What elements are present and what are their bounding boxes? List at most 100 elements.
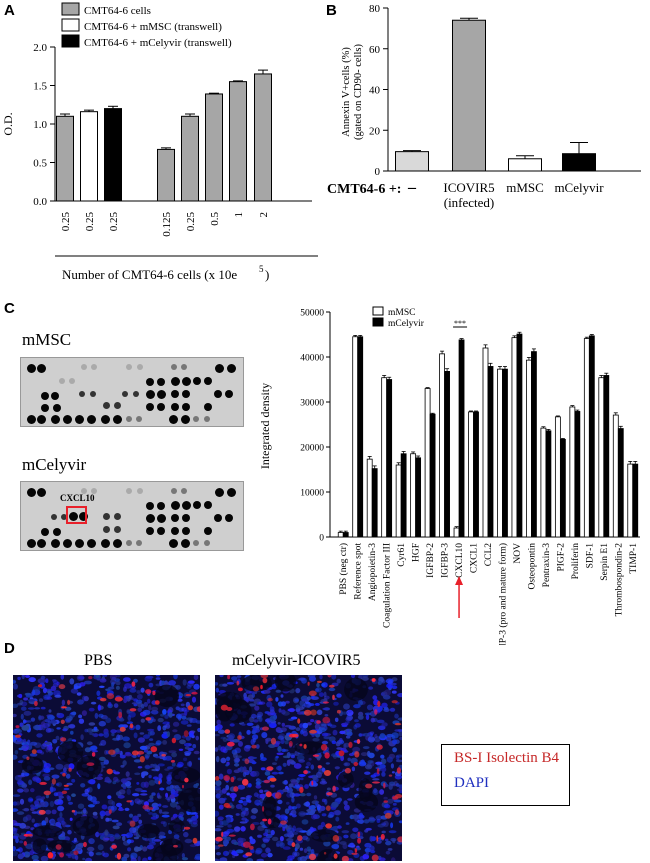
blot-spot bbox=[87, 415, 96, 424]
x-tick-label-a: 0.25 bbox=[60, 212, 72, 232]
x-tick-label-a: 0.25 bbox=[108, 212, 120, 232]
chart-panel-b: 0 20 40 60 80 Annexin V+cells (%) (gated on CD… bbox=[327, 3, 641, 210]
blot-spot bbox=[122, 391, 128, 397]
blot-spot bbox=[215, 364, 224, 373]
blot-spot bbox=[171, 527, 179, 535]
row-label-b: CMT64-6 +: bbox=[327, 182, 401, 197]
bar-c-mCelyvir bbox=[603, 375, 610, 538]
x-tick-label-c: Proliferin bbox=[570, 543, 581, 580]
blot-spot bbox=[157, 378, 165, 386]
x-tick-label-c: IGFBP-3 bbox=[441, 543, 451, 578]
bar-c-mCelyvir bbox=[617, 428, 624, 538]
bar-c-mCelyvir bbox=[516, 333, 523, 538]
bar-c-mCelyvir bbox=[458, 339, 465, 538]
blot-spot bbox=[59, 378, 65, 384]
y-tick-label-c: 50000 bbox=[300, 309, 324, 319]
blot-spot bbox=[103, 513, 110, 520]
blot-spot bbox=[157, 514, 166, 523]
blot-spot bbox=[193, 540, 199, 546]
x-tick-label-c: Osteopontin bbox=[527, 543, 537, 590]
bar-c-mMSC bbox=[497, 368, 503, 538]
blot-spot bbox=[79, 512, 88, 521]
bar-b bbox=[395, 151, 429, 172]
y-tick-label-a: 0.5 bbox=[33, 158, 47, 170]
y-tick-label-b: 80 bbox=[369, 3, 381, 15]
blot-label-mcelyvir: mCelyvir bbox=[22, 455, 87, 474]
blot-spot bbox=[214, 514, 222, 522]
blot-spot bbox=[137, 364, 143, 370]
blot-spot bbox=[41, 404, 49, 412]
bar-c-mCelyvir bbox=[588, 335, 595, 538]
blot-spot bbox=[51, 514, 57, 520]
blot-spot bbox=[91, 364, 97, 370]
blot-spot bbox=[81, 364, 87, 370]
microscopy-image-pbs bbox=[13, 675, 200, 861]
blot-spot bbox=[37, 415, 46, 424]
blot-spot bbox=[169, 415, 178, 424]
blot-spot bbox=[126, 488, 132, 494]
bar-a bbox=[229, 81, 247, 202]
bar-c-mCelyvir bbox=[632, 463, 639, 538]
blot-spot bbox=[75, 415, 84, 424]
blot-spot bbox=[204, 501, 212, 509]
blot-spot bbox=[182, 403, 190, 411]
bar-c-mMSC bbox=[424, 388, 431, 538]
bar-a bbox=[254, 73, 272, 202]
legend-swatch-a bbox=[61, 34, 80, 48]
bar-c-mMSC bbox=[598, 377, 605, 538]
blot-spot bbox=[146, 378, 154, 386]
x-tick-label-c: TIMP-1 bbox=[629, 543, 639, 574]
blot-spot bbox=[63, 539, 72, 548]
blot-spot bbox=[113, 539, 122, 548]
blot-spot bbox=[101, 415, 110, 424]
bar-a bbox=[205, 93, 223, 202]
blot-spot bbox=[37, 364, 46, 373]
bar-b bbox=[562, 153, 596, 172]
blot-spot bbox=[146, 514, 155, 523]
bar-c-mCelyvir bbox=[386, 379, 393, 538]
blot-array-mcelyvir bbox=[20, 481, 244, 551]
legend-label-a: CMT64-6 cells bbox=[84, 5, 151, 17]
legend-isolectin: BS-I Isolectin B4 bbox=[454, 750, 559, 766]
x-tick-label-c: SDF-1 bbox=[585, 543, 595, 569]
blot-spot bbox=[126, 416, 132, 422]
y-tick-label-b: 0 bbox=[375, 166, 381, 178]
x-tick-label-c: Serpin E1 bbox=[600, 543, 610, 581]
y-tick-label-c: 20000 bbox=[300, 444, 324, 454]
blot-spot bbox=[126, 540, 132, 546]
blot-spot bbox=[133, 391, 139, 397]
blot-spot bbox=[181, 539, 190, 548]
blot-spot bbox=[114, 402, 121, 409]
x-axis-label-a: Number of CMT64-6 cells (x 10e bbox=[62, 267, 237, 282]
bar-c-mMSC bbox=[526, 359, 532, 538]
blot-spot bbox=[91, 488, 97, 494]
bar-c-mCelyvir bbox=[473, 411, 479, 538]
bar-c-mMSC bbox=[453, 527, 460, 538]
blot-spot bbox=[215, 488, 224, 497]
x-tick-label-c: Coagulation Factor III bbox=[383, 543, 393, 628]
y-tick-label-a: 1.5 bbox=[33, 81, 47, 93]
bar-c-mMSC bbox=[468, 411, 474, 538]
bar-c-mCelyvir bbox=[531, 351, 537, 538]
microscopy-image-mcelyvir bbox=[215, 675, 402, 861]
y-tick-label-c: 40000 bbox=[300, 354, 324, 364]
legend-swatch-c bbox=[372, 317, 384, 327]
blot-spot bbox=[69, 378, 75, 384]
blot-spot bbox=[90, 391, 96, 397]
bar-a bbox=[104, 108, 122, 202]
blot-spot bbox=[51, 415, 60, 424]
blot-spot bbox=[157, 403, 165, 411]
blot-spot bbox=[114, 513, 121, 520]
bar-c-mCelyvir bbox=[400, 453, 407, 538]
blot-spot bbox=[204, 540, 210, 546]
blot-spot bbox=[114, 526, 121, 533]
bar-c-mCelyvir bbox=[415, 457, 422, 538]
y-axis-label-b: Annexin V+cells (%) bbox=[341, 47, 352, 137]
bar-c-mCelyvir bbox=[357, 336, 364, 538]
tissue-texture bbox=[13, 675, 200, 861]
blot-spot bbox=[182, 390, 190, 398]
blot-spot bbox=[182, 377, 191, 386]
blot-spot bbox=[181, 364, 187, 370]
blot-spot bbox=[204, 416, 210, 422]
blot-spot bbox=[101, 539, 110, 548]
